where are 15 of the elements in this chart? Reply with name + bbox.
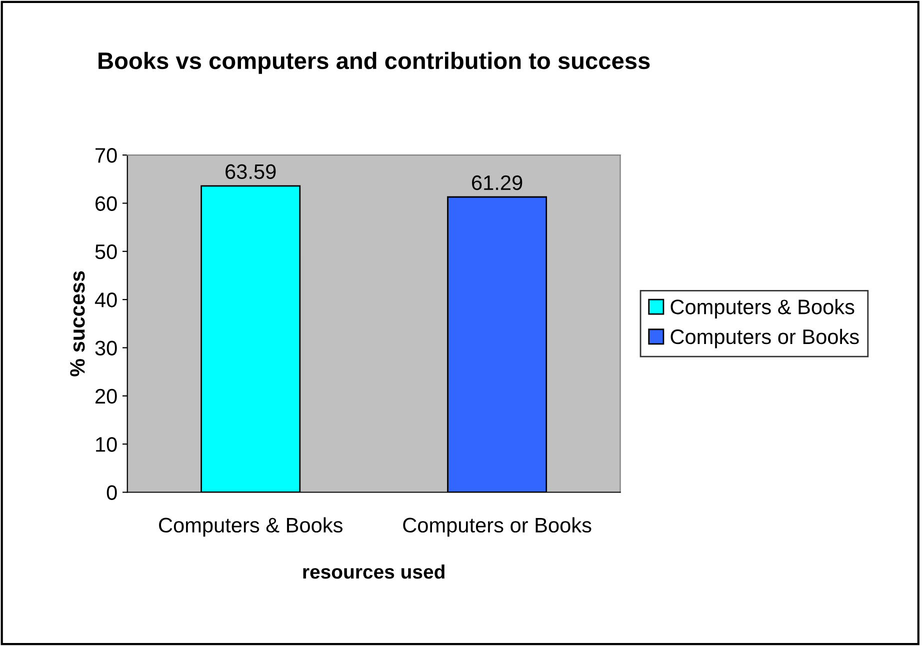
- legend-label: Computers & Books: [670, 299, 854, 318]
- data-label: 61.29: [472, 175, 522, 190]
- x-axis-title: resources used: [303, 564, 444, 579]
- y-tick-label: 30: [95, 340, 117, 356]
- chart-title: Books vs computers and contribution to success: [98, 52, 650, 74]
- y-tick-label: 10: [96, 437, 117, 452]
- y-tick-label: 20: [96, 388, 117, 404]
- legend-label: Computers or Books: [670, 328, 859, 348]
- data-label: 63.59: [226, 164, 276, 180]
- y-tick-label: 70: [96, 148, 117, 163]
- y-tick-label: 50: [95, 244, 117, 260]
- y-tick-label: 0: [106, 485, 117, 500]
- y-tick-label: 60: [96, 196, 117, 211]
- y-axis-title: % success: [70, 271, 85, 376]
- y-tick-label: 40: [94, 292, 117, 308]
